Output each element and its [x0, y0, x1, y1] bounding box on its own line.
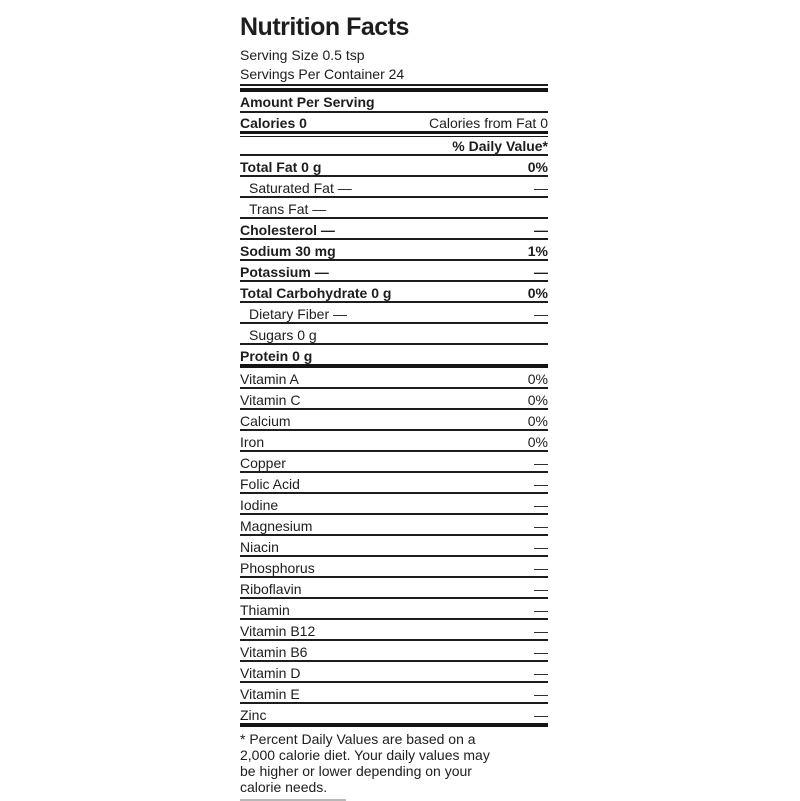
- nutrient-label: Sodium 30 mg: [240, 243, 336, 259]
- nutrient-value: —: [534, 707, 548, 723]
- nutrient-value: —: [534, 518, 548, 534]
- servings-per-container-text: Servings Per Container 24: [240, 65, 548, 86]
- nutrient-label: Phosphorus: [240, 560, 315, 576]
- nutrient-row-saturated-fat: Saturated Fat — —: [240, 177, 548, 198]
- nutrient-row-phosphorus: Phosphorus —: [240, 557, 548, 578]
- calories-from-fat-text: Calories from Fat 0: [428, 115, 548, 131]
- nutrient-value: —: [534, 222, 548, 238]
- nutrient-label: Cholesterol —: [240, 222, 335, 238]
- nutrient-value: —: [534, 644, 548, 660]
- nutrient-value: —: [534, 686, 548, 702]
- footnote-text: * Percent Daily Values are based on a 2,…: [240, 731, 540, 795]
- nutrient-row-folic-acid: Folic Acid —: [240, 473, 548, 494]
- nutrient-label: Niacin: [240, 539, 279, 555]
- daily-value-header: % Daily Value*: [240, 137, 548, 156]
- nutrient-label: Magnesium: [240, 518, 313, 534]
- nutrient-row-vitamin-b12: Vitamin B12 —: [240, 620, 548, 641]
- double-rule-divider: [240, 131, 548, 137]
- nutrient-row-magnesium: Magnesium —: [240, 515, 548, 536]
- nutrient-label: Total Carbohydrate 0 g: [240, 285, 392, 301]
- nutrient-row-dietary-fiber: Dietary Fiber — —: [240, 303, 548, 324]
- nutrient-label: Dietary Fiber —: [249, 306, 348, 322]
- footnote-line: 2,000 calorie diet. Your daily values ma…: [240, 747, 490, 763]
- nutrient-row-trans-fat: Trans Fat —: [240, 198, 548, 219]
- nutrient-row-potassium: Potassium — —: [240, 261, 548, 282]
- serving-size-text: Serving Size 0.5 tsp: [240, 47, 365, 63]
- nutrient-row-iodine: Iodine —: [240, 494, 548, 515]
- nutrient-label: Zinc: [240, 707, 267, 723]
- nutrient-label: Vitamin B12: [240, 623, 316, 639]
- nutrient-label: Calcium: [240, 413, 291, 429]
- nutrient-row-total-fat: Total Fat 0 g 0%: [240, 156, 548, 177]
- nutrient-label: Sugars 0 g: [249, 327, 317, 343]
- nutrient-label: Vitamin E: [240, 686, 300, 702]
- nutrient-value: 0%: [527, 371, 548, 387]
- nutrient-row-copper: Copper —: [240, 452, 548, 473]
- nutrient-value: —: [534, 623, 548, 639]
- nutrient-value: 0%: [527, 413, 548, 429]
- footnote-line: calorie needs.: [240, 779, 328, 795]
- nutrient-row-protein: Protein 0 g: [240, 345, 548, 368]
- nutrient-label: Protein 0 g: [240, 348, 313, 364]
- nutrient-row-vitamin-d: Vitamin D —: [240, 662, 548, 683]
- nutrient-label: Vitamin B6: [240, 644, 308, 660]
- nutrient-label: Copper: [240, 455, 286, 471]
- nutrient-value: —: [534, 455, 548, 471]
- label-title: Nutrition Facts: [240, 13, 409, 41]
- nutrient-label: Saturated Fat —: [249, 180, 352, 196]
- amount-per-serving-heading: Amount Per Serving: [240, 94, 548, 113]
- nutrient-label: Iron: [240, 434, 265, 450]
- nutrient-value: —: [534, 180, 548, 196]
- nutrient-label: Total Fat 0 g: [240, 159, 322, 175]
- nutrient-row-niacin: Niacin —: [240, 536, 548, 557]
- nutrient-label: Trans Fat —: [249, 201, 327, 217]
- nutrient-row-sodium: Sodium 30 mg 1%: [240, 240, 548, 261]
- footnote-line: * Percent Daily Values are based on a: [240, 731, 476, 747]
- calories-row: Calories 0 Calories from Fat 0: [240, 113, 548, 131]
- nutrient-row-vitamin-a: Vitamin A 0%: [240, 368, 548, 389]
- nutrient-row-vitamin-b6: Vitamin B6 —: [240, 641, 548, 662]
- nutrient-value: —: [534, 476, 548, 492]
- nutrient-label: Riboflavin: [240, 581, 302, 597]
- nutrient-value: —: [534, 539, 548, 555]
- nutrient-label: Iodine: [240, 497, 279, 513]
- nutrient-row-total-carbohydrate: Total Carbohydrate 0 g 0%: [240, 282, 548, 303]
- nutrient-row-riboflavin: Riboflavin —: [240, 578, 548, 599]
- nutrient-row-thiamin: Thiamin —: [240, 599, 548, 620]
- nutrient-value: —: [534, 306, 548, 322]
- nutrient-row-zinc: Zinc —: [240, 704, 548, 727]
- nutrient-label: Vitamin A: [240, 371, 299, 387]
- nutrient-row-cholesterol: Cholesterol — —: [240, 219, 548, 240]
- footnote-line: be higher or lower depending on your: [240, 763, 472, 779]
- nutrient-label: Thiamin: [240, 602, 290, 618]
- thick-divider-top: [240, 88, 548, 92]
- nutrient-label: Folic Acid: [240, 476, 300, 492]
- nutrient-row-iron: Iron 0%: [240, 431, 548, 452]
- nutrient-value: —: [534, 560, 548, 576]
- nutrient-value: 0%: [527, 434, 548, 450]
- nutrient-value: —: [534, 581, 548, 597]
- nutrient-value: —: [534, 264, 548, 280]
- nutrient-value: —: [534, 602, 548, 618]
- nutrient-value: 0%: [527, 392, 548, 408]
- nutrient-label: Vitamin D: [240, 665, 301, 681]
- nutrient-row-vitamin-e: Vitamin E —: [240, 683, 548, 704]
- nutrient-row-calcium: Calcium 0%: [240, 410, 548, 431]
- nutrient-value: —: [534, 665, 548, 681]
- nutrient-value: 0%: [527, 285, 548, 301]
- nutrient-value: 0%: [527, 159, 548, 175]
- calories-text: Calories 0: [240, 115, 307, 131]
- nutrient-label: Potassium —: [240, 264, 329, 280]
- nutrient-value: 1%: [527, 243, 548, 259]
- nutrition-facts-label: Nutrition Facts Serving Size 0.5 tsp Ser…: [240, 14, 548, 801]
- nutrient-row-sugars: Sugars 0 g: [240, 324, 548, 345]
- nutrient-label: Vitamin C: [240, 392, 301, 408]
- nutrient-row-vitamin-c: Vitamin C 0%: [240, 389, 548, 410]
- nutrient-value: —: [534, 497, 548, 513]
